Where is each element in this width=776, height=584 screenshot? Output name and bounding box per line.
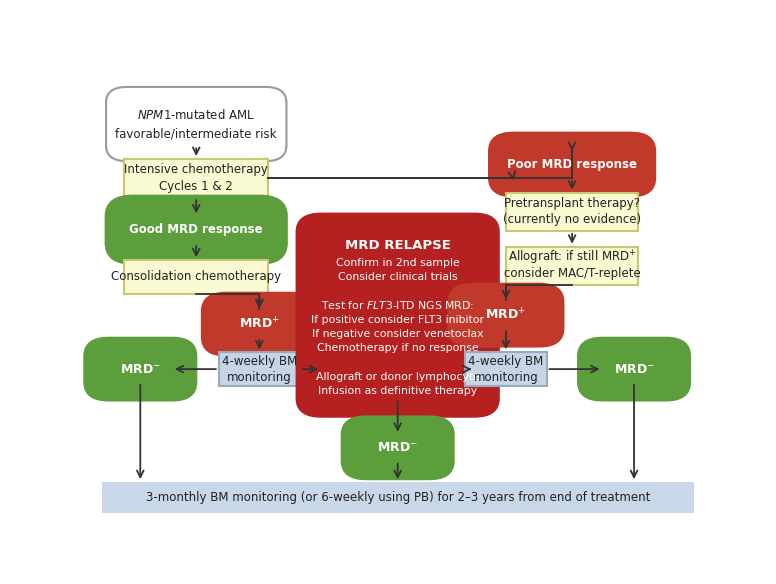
- Text: (currently no evidence): (currently no evidence): [503, 213, 641, 227]
- Text: Chemotherapy if no response: Chemotherapy if no response: [317, 343, 479, 353]
- Text: Infusion as definitive therapy: Infusion as definitive therapy: [318, 387, 477, 397]
- Text: consider MAC/T-replete: consider MAC/T-replete: [504, 267, 640, 280]
- Text: Intensive chemotherapy: Intensive chemotherapy: [124, 164, 268, 176]
- Text: If positive consider FLT3 inibitor: If positive consider FLT3 inibitor: [311, 315, 484, 325]
- Text: Consolidation chemotherapy: Consolidation chemotherapy: [111, 270, 281, 283]
- Text: MRD RELAPSE: MRD RELAPSE: [345, 239, 451, 252]
- FancyBboxPatch shape: [466, 352, 546, 386]
- Text: 4-weekly BM: 4-weekly BM: [469, 354, 543, 367]
- Text: Test for $\it{FLT3}$-ITD NGS MRD:: Test for $\it{FLT3}$-ITD NGS MRD:: [321, 300, 474, 311]
- FancyBboxPatch shape: [124, 159, 268, 197]
- Text: monitoring: monitoring: [473, 371, 539, 384]
- FancyBboxPatch shape: [297, 214, 498, 416]
- FancyBboxPatch shape: [85, 338, 196, 400]
- FancyBboxPatch shape: [506, 193, 638, 231]
- Text: Confirm in 2nd sample: Confirm in 2nd sample: [336, 258, 459, 267]
- Text: monitoring: monitoring: [227, 371, 292, 384]
- Text: Good MRD response: Good MRD response: [130, 223, 263, 236]
- Text: Consider clinical trials: Consider clinical trials: [338, 272, 458, 282]
- FancyBboxPatch shape: [124, 260, 268, 294]
- FancyBboxPatch shape: [219, 352, 300, 386]
- FancyBboxPatch shape: [342, 417, 453, 479]
- Text: MRD$^{-}$: MRD$^{-}$: [614, 363, 654, 376]
- Text: If negative consider venetoclax: If negative consider venetoclax: [312, 329, 483, 339]
- Text: 3-monthly BM monitoring (or 6-weekly using PB) for 2–3 years from end of treatme: 3-monthly BM monitoring (or 6-weekly usi…: [146, 491, 650, 504]
- Text: Pretransplant therapy?: Pretransplant therapy?: [504, 197, 640, 210]
- Text: Allograft or donor lymphocyte: Allograft or donor lymphocyte: [316, 372, 480, 382]
- Text: favorable/intermediate risk: favorable/intermediate risk: [116, 127, 277, 140]
- Text: Cycles 1 & 2: Cycles 1 & 2: [159, 180, 233, 193]
- Text: MRD$^{+}$: MRD$^{+}$: [486, 308, 526, 323]
- Text: 4-weekly BM: 4-weekly BM: [222, 354, 297, 367]
- FancyBboxPatch shape: [106, 87, 286, 161]
- Text: Poor MRD response: Poor MRD response: [507, 158, 637, 171]
- FancyBboxPatch shape: [490, 133, 655, 196]
- Text: Allograft: if still MRD$^{+}$: Allograft: if still MRD$^{+}$: [508, 248, 636, 267]
- Text: $\it{NPM1}$-mutated AML: $\it{NPM1}$-mutated AML: [137, 108, 255, 122]
- Text: MRD$^{-}$: MRD$^{-}$: [377, 442, 418, 454]
- Text: MRD$^{-}$: MRD$^{-}$: [120, 363, 161, 376]
- FancyBboxPatch shape: [578, 338, 690, 400]
- FancyBboxPatch shape: [106, 196, 286, 263]
- FancyBboxPatch shape: [102, 482, 694, 513]
- FancyBboxPatch shape: [449, 284, 563, 346]
- FancyBboxPatch shape: [203, 293, 317, 355]
- FancyBboxPatch shape: [506, 246, 638, 285]
- Text: MRD$^{+}$: MRD$^{+}$: [239, 317, 280, 332]
